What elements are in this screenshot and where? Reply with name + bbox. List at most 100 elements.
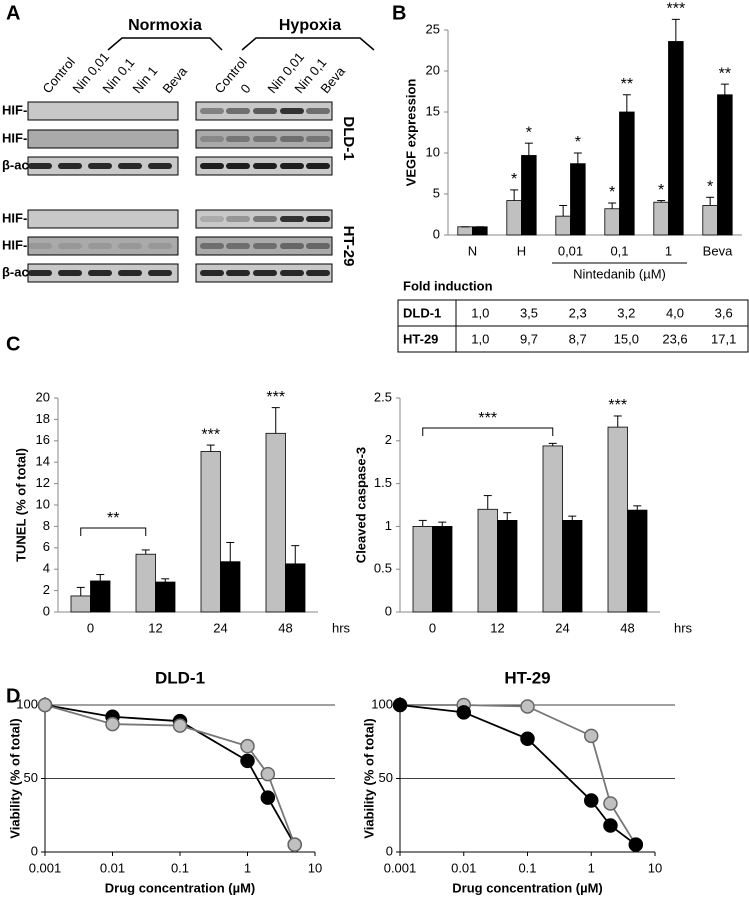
- condition: Normoxia: [128, 17, 202, 34]
- bar: [497, 520, 518, 613]
- y-axis-label: Cleaved caspase-3: [353, 447, 368, 563]
- marker: [520, 699, 535, 714]
- table-cell: 23,6: [662, 331, 687, 346]
- x-tick-label: 0.001: [29, 860, 62, 875]
- y-axis-label: Viability (% of total): [7, 718, 22, 838]
- band: [280, 163, 304, 169]
- y-tick-label: 16: [36, 432, 50, 447]
- significance: *: [658, 182, 664, 199]
- line: [400, 704, 637, 846]
- band: [226, 136, 250, 142]
- bar: [555, 215, 571, 236]
- bracket: [107, 37, 223, 51]
- band: [28, 270, 52, 276]
- y-tick-label: 2.5: [374, 389, 392, 404]
- band: [280, 136, 304, 142]
- bar: [265, 432, 286, 613]
- marker: [260, 766, 276, 782]
- y-tick-label: 18: [36, 411, 50, 426]
- bar: [562, 520, 583, 613]
- y-tick-label: 12: [36, 475, 50, 490]
- y-tick-label: 2: [43, 582, 50, 597]
- marker: [584, 728, 599, 744]
- band: [200, 270, 224, 276]
- y-axis-label: Viability (% of total): [361, 718, 376, 838]
- x-tick-label: 1: [588, 860, 595, 875]
- blot-box: [195, 236, 333, 256]
- x-tick-label: 48: [620, 620, 634, 635]
- x-tick-label: 10: [648, 860, 662, 875]
- marker: [105, 716, 120, 732]
- bar: [717, 94, 733, 236]
- cell-line-label: HT-29: [340, 226, 357, 267]
- marker: [603, 818, 618, 833]
- y-tick-label: 0: [43, 603, 50, 618]
- band: [280, 108, 304, 114]
- band: [306, 136, 330, 142]
- band: [253, 163, 277, 169]
- x-tick-label: Beva: [703, 243, 733, 258]
- x-tick-label: 0: [87, 620, 94, 635]
- bar: [521, 155, 537, 236]
- band: [88, 163, 112, 169]
- band: [306, 243, 330, 249]
- band: [200, 108, 224, 114]
- band: [58, 163, 82, 169]
- table-cell: 1,0: [471, 305, 489, 320]
- band: [253, 216, 277, 222]
- band: [148, 163, 172, 169]
- y-tick-label: 1.5: [374, 475, 392, 490]
- table-cell: 2,3: [569, 305, 587, 320]
- panel-label: A: [6, 2, 20, 24]
- x-unit: hrs: [332, 620, 351, 635]
- blot-box: [27, 101, 179, 121]
- y-axis-label: TUNEL (% of total): [13, 448, 28, 562]
- table-cell: 3,5: [520, 305, 538, 320]
- line: [399, 704, 637, 846]
- bar: [702, 205, 718, 236]
- table-cell: 17,1: [711, 331, 736, 346]
- bar: [285, 563, 306, 613]
- band: [148, 243, 172, 249]
- band: [306, 163, 330, 169]
- band: [200, 216, 224, 222]
- significance: **: [719, 65, 731, 82]
- y-axis-label: VEGF expression: [403, 79, 418, 187]
- bar: [542, 445, 563, 613]
- band: [253, 243, 277, 249]
- marker: [456, 705, 471, 720]
- significance: **: [621, 76, 633, 93]
- x-tick-label: 0.01: [100, 860, 125, 875]
- table-cell: 15,0: [614, 331, 639, 346]
- table-cell: 1,0: [471, 331, 489, 346]
- band: [226, 243, 250, 249]
- significance: ***: [608, 397, 627, 414]
- bar: [200, 451, 221, 613]
- table-cell: 4,0: [666, 305, 684, 320]
- panel-label: B: [392, 2, 406, 24]
- x-tick-label: 1: [244, 860, 251, 875]
- band: [88, 270, 112, 276]
- band: [226, 108, 250, 114]
- x-tick-label: 0: [429, 620, 436, 635]
- bar: [607, 426, 628, 613]
- y-tick-label: 2: [385, 432, 392, 447]
- bracket-label: ***: [478, 410, 497, 427]
- x-tick-label: 24: [213, 620, 227, 635]
- x-axis-label: Drug concentration (µM): [452, 880, 602, 895]
- y-tick-label: 100: [371, 696, 393, 711]
- y-tick-label: 0: [386, 843, 393, 858]
- lane-label: Beva: [159, 63, 190, 96]
- table-cell: 8,7: [569, 331, 587, 346]
- significance: *: [707, 178, 713, 195]
- x-tick-label: 12: [490, 620, 504, 635]
- band: [226, 216, 250, 222]
- bar: [90, 580, 111, 613]
- bar: [627, 509, 648, 613]
- band: [28, 163, 52, 169]
- table-cell: 3,6: [715, 305, 733, 320]
- bar: [506, 200, 522, 236]
- x-tick-label: 0,01: [558, 243, 583, 258]
- cell-line-label: DLD-1: [340, 116, 357, 160]
